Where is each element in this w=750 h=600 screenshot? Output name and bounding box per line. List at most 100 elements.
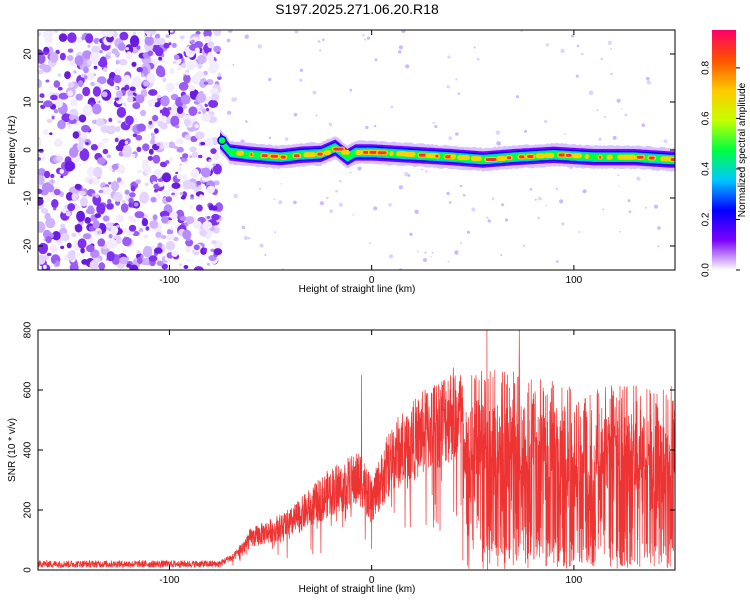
faint-dot (233, 193, 238, 199)
faint-dot (571, 34, 574, 38)
noise-blob (50, 173, 55, 179)
noise-blob (206, 216, 211, 219)
noise-blob (196, 92, 207, 104)
noise-blob (38, 157, 42, 161)
faint-dot (578, 231, 581, 233)
noise-blob (169, 211, 178, 219)
faint-dot (299, 68, 304, 73)
noise-blob (162, 77, 167, 82)
faint-dot (457, 92, 460, 95)
noise-blob (75, 204, 81, 211)
spectrogram-y-label: Frequency (Hz) (7, 116, 18, 185)
noise-blob (108, 117, 113, 123)
noise-blob (210, 148, 217, 155)
noise-blob (179, 163, 183, 167)
noise-blob (79, 148, 90, 161)
noise-blob (38, 97, 44, 103)
noise-blob (165, 160, 170, 165)
noise-blob (169, 226, 174, 231)
snr-series-line (38, 330, 675, 570)
faint-dot (326, 196, 329, 200)
noise-blob (67, 32, 77, 43)
noise-blob (44, 170, 51, 179)
noise-blob (166, 228, 174, 236)
faint-dot (315, 114, 318, 117)
faint-dot (559, 199, 564, 204)
snr-y-label: SNR (10 * v/v) (7, 418, 18, 482)
x-tick-label: -100 (159, 275, 179, 286)
noise-blob (95, 118, 105, 127)
faint-dot (447, 260, 450, 263)
colorbar-tick-label: 0.8 (701, 61, 712, 75)
noise-blob (157, 242, 163, 249)
signal-hotspot (303, 152, 316, 158)
noise-blob (213, 180, 220, 186)
noise-blob (185, 72, 189, 76)
noise-blob (82, 86, 91, 97)
y-tick-label: 0 (23, 147, 34, 153)
noise-blob (77, 238, 87, 249)
faint-dot (454, 250, 459, 255)
noise-blob (191, 151, 199, 158)
faint-dot (487, 219, 491, 223)
noise-blob (67, 250, 76, 261)
noise-blob (86, 207, 96, 215)
noise-blob (90, 144, 98, 151)
noise-blob (45, 79, 50, 83)
noise-blob (208, 65, 218, 74)
noise-blob (161, 59, 166, 64)
colorbar: 0.0 0.2 0.4 0.6 0.8 Normalized spectral ampl… (701, 30, 748, 277)
noise-blob (193, 266, 204, 270)
noise-blob (106, 251, 115, 262)
noise-blob (42, 31, 50, 38)
signal-hotspot (236, 150, 244, 156)
faint-dot (496, 141, 501, 146)
signal-hotspot (623, 154, 636, 160)
faint-dot (537, 216, 541, 220)
noise-blob (82, 50, 93, 60)
noise-blob (50, 179, 55, 184)
noise-blob (38, 175, 45, 185)
noise-blob (97, 230, 102, 235)
noise-blob (83, 66, 89, 74)
noise-blob (135, 179, 141, 185)
spectrogram-content (38, 30, 675, 270)
faint-dot (373, 206, 378, 211)
noise-blob (120, 180, 125, 186)
noise-blob (53, 207, 57, 211)
signal-hotspot (450, 154, 456, 160)
noise-blob (76, 210, 86, 222)
noise-blob (55, 260, 60, 267)
noise-blob (69, 98, 78, 107)
faint-dot (619, 231, 621, 233)
noise-blob (176, 106, 184, 114)
noise-blob (208, 111, 215, 116)
faint-dot (636, 176, 641, 181)
noise-blob (144, 36, 154, 46)
noise-blob (113, 191, 123, 202)
noise-blob (212, 163, 222, 175)
noise-blob (57, 119, 66, 130)
noise-blob (65, 211, 71, 217)
signal-hotspot (457, 155, 470, 161)
y-tick-label: -10 (23, 190, 34, 205)
noise-blob (205, 108, 210, 112)
noise-blob (189, 205, 194, 210)
noise-blob (61, 113, 72, 123)
noise-blob (140, 109, 146, 117)
noise-blob (160, 95, 170, 107)
spectrogram-x-label: Height of straight line (km) (299, 284, 416, 295)
noise-blob (125, 44, 134, 55)
faint-dot (628, 210, 632, 214)
faint-dot (329, 209, 334, 214)
noise-blob (111, 163, 119, 170)
faint-dot (322, 38, 325, 42)
signal-hotspot (470, 156, 482, 162)
signal-peak (261, 154, 268, 158)
faint-dot (582, 189, 587, 194)
noise-blob (203, 30, 212, 38)
noise-blob (81, 259, 89, 265)
noise-blob (163, 190, 170, 196)
faint-dot (460, 184, 463, 188)
faint-dot (294, 30, 299, 34)
